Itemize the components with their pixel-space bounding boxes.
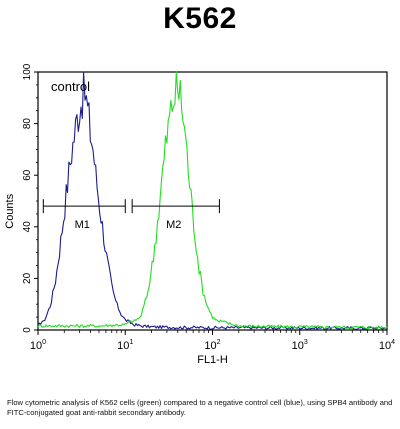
x-axis-label: FL1-H [197, 354, 228, 366]
y-tick-label: 40 [22, 221, 33, 233]
y-axis: 0 20 40 60 80 100 [22, 63, 38, 333]
y-tick-label: 100 [22, 63, 33, 80]
plot-frame [37, 71, 388, 331]
y-tick-label: 60 [22, 169, 33, 181]
x-axis: 100 101 102 103 104 [30, 330, 395, 352]
x-tick-label: 101 [117, 339, 133, 352]
chart-title: K562 [163, 2, 237, 35]
marker-layer: M1 M2 [42, 199, 220, 231]
y-tick-label: 80 [22, 118, 33, 130]
control-annotation: control [51, 79, 90, 94]
y-axis-label: Counts [4, 193, 16, 228]
y-tick-label: 0 [22, 327, 33, 333]
x-tick-label: 102 [204, 339, 220, 352]
series-layer [37, 71, 388, 331]
series-sample-line [37, 71, 388, 330]
x-tick-label: 103 [292, 339, 308, 352]
figure-caption: Flow cytometric analysis of K562 cells (… [7, 398, 393, 417]
y-tick-label: 20 [22, 272, 33, 284]
x-tick-label: 100 [30, 339, 46, 352]
x-tick-label: 104 [379, 339, 395, 352]
marker-label-m1: M1 [75, 219, 90, 231]
marker-label-m2: M2 [166, 219, 181, 231]
